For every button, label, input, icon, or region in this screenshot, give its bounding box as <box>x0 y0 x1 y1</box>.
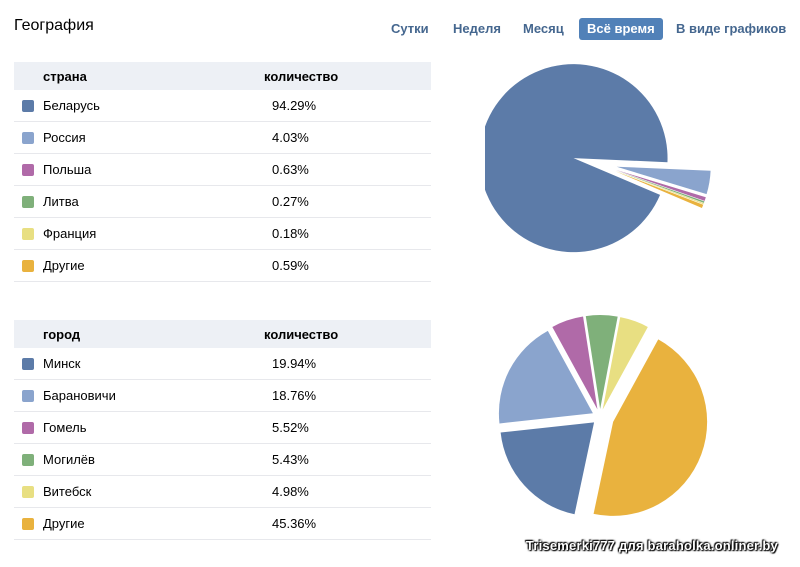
country-name: Беларусь <box>43 98 100 113</box>
header-city: город <box>43 327 81 342</box>
country-name: Польша <box>43 162 92 177</box>
country-value: 0.27% <box>272 194 309 209</box>
country-name: Россия <box>43 130 86 145</box>
city-slice <box>602 317 648 410</box>
color-swatch <box>22 422 34 434</box>
city-name: Могилёв <box>43 452 95 467</box>
color-swatch <box>22 260 34 272</box>
color-swatch <box>22 196 34 208</box>
color-swatch <box>22 390 34 402</box>
country-slice <box>485 64 668 253</box>
header-country: страна <box>43 69 87 84</box>
tab-charts-view[interactable]: В виде графиков <box>676 21 787 36</box>
city-slice <box>552 316 598 410</box>
color-swatch <box>22 100 34 112</box>
table-row: Минск 19.94% <box>14 348 431 380</box>
city-pie-chart <box>498 315 708 516</box>
city-slice <box>585 315 618 410</box>
country-slice <box>615 171 704 208</box>
color-swatch <box>22 486 34 498</box>
tab-week[interactable]: Неделя <box>453 21 501 36</box>
table-row: Гомель 5.52% <box>14 412 431 444</box>
city-value: 5.52% <box>272 420 309 435</box>
watermark: Trisemerki777 для baraholka.onliner.by <box>525 538 778 553</box>
city-name: Барановичи <box>43 388 116 403</box>
city-slice <box>498 330 593 424</box>
city-name: Гомель <box>43 420 87 435</box>
tab-day[interactable]: Сутки <box>391 21 429 36</box>
country-slice <box>616 166 711 195</box>
table-row: Франция 0.18% <box>14 218 431 250</box>
period-tabs: Сутки Неделя Месяц Всё время В виде граф… <box>0 18 800 40</box>
header-count: количество <box>264 69 339 84</box>
country-value: 94.29% <box>272 98 317 113</box>
table-row: Могилёв 5.43% <box>14 444 431 476</box>
city-value: 19.94% <box>272 356 317 371</box>
table-row: Другие 45.36% <box>14 508 431 540</box>
country-value: 0.63% <box>272 162 309 177</box>
country-value: 0.18% <box>272 226 309 241</box>
page-title: География <box>14 17 94 34</box>
header-count: количество <box>264 327 339 342</box>
table-row: Барановичи 18.76% <box>14 380 431 412</box>
country-slice <box>615 169 706 201</box>
country-slice <box>615 170 704 205</box>
city-value: 5.43% <box>272 452 309 467</box>
table-row: Литва 0.27% <box>14 186 431 218</box>
table-row: Витебск 4.98% <box>14 476 431 508</box>
table-row: Беларусь 94.29% <box>14 90 431 122</box>
country-name: Другие <box>43 258 85 273</box>
country-value: 4.03% <box>272 130 309 145</box>
color-swatch <box>22 228 34 240</box>
city-name: Минск <box>43 356 81 371</box>
table-row: Россия 4.03% <box>14 122 431 154</box>
table-row: Польша 0.63% <box>14 154 431 186</box>
city-value: 18.76% <box>272 388 317 403</box>
color-swatch <box>22 164 34 176</box>
color-swatch <box>22 132 34 144</box>
country-name: Франция <box>43 226 97 241</box>
table-header: город количество <box>14 320 431 348</box>
city-value: 4.98% <box>272 484 309 499</box>
tab-all-time[interactable]: Всё время <box>579 18 663 40</box>
city-table: город количество Минск 19.94% Барановичи… <box>14 320 431 540</box>
city-name: Витебск <box>43 484 92 499</box>
color-swatch <box>22 518 34 530</box>
country-slice <box>615 170 705 203</box>
city-slice <box>593 339 708 516</box>
city-value: 45.36% <box>272 516 317 531</box>
table-row: Другие 0.59% <box>14 250 431 282</box>
color-swatch <box>22 454 34 466</box>
city-name: Другие <box>43 516 85 531</box>
city-slice <box>500 422 595 515</box>
table-header: страна количество <box>14 62 431 90</box>
color-swatch <box>22 358 34 370</box>
country-value: 0.59% <box>272 258 309 273</box>
country-pie-chart <box>485 64 711 253</box>
country-name: Литва <box>43 194 79 209</box>
country-table: страна количество Беларусь 94.29% Россия… <box>14 62 431 282</box>
tab-month[interactable]: Месяц <box>523 21 564 36</box>
